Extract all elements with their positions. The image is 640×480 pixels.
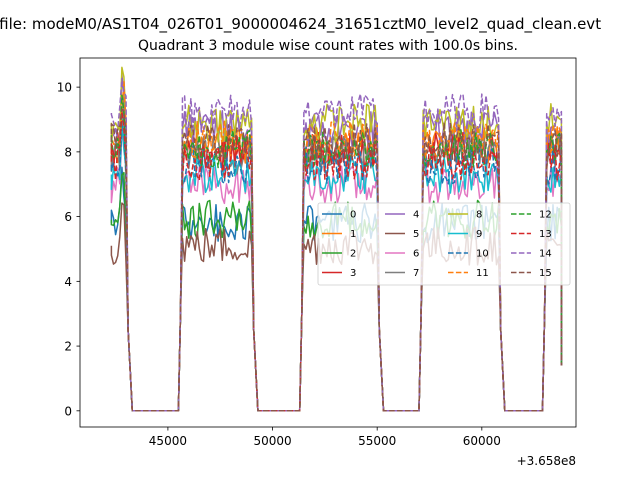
legend-label-4: 4: [413, 210, 419, 221]
legend-label-8: 8: [476, 210, 482, 221]
legend-label-15: 15: [539, 268, 552, 279]
legend-label-0: 0: [350, 210, 356, 221]
y-tick-label: 4: [64, 275, 72, 289]
figure-suptitle: Data from file: modeM0/AS1T04_026T01_900…: [0, 15, 601, 34]
legend-label-1: 1: [350, 229, 356, 240]
series-line-14: [110, 78, 563, 412]
legend-label-5: 5: [413, 229, 419, 240]
x-tick-label: 60000: [463, 434, 501, 448]
y-tick-label: 2: [64, 340, 72, 354]
series-line-12: [110, 94, 563, 412]
x-offset-label: +3.658e8: [517, 454, 576, 468]
legend-label-11: 11: [476, 268, 489, 279]
y-tick-label: 0: [64, 404, 72, 418]
legend-label-9: 9: [476, 229, 482, 240]
legend-label-10: 10: [476, 249, 489, 260]
x-tick-label: 45000: [149, 434, 187, 448]
chart-title: Quadrant 3 module wise count rates with …: [138, 38, 518, 54]
series-line-9: [110, 117, 563, 412]
y-tick-label: 6: [64, 210, 72, 224]
legend-label-13: 13: [539, 229, 552, 240]
series-line-11: [110, 80, 563, 412]
y-tick-label: 8: [64, 145, 72, 159]
legend-label-3: 3: [350, 268, 356, 279]
series-line-15: [110, 108, 563, 412]
legend-label-6: 6: [413, 249, 419, 260]
legend-box: [317, 202, 571, 286]
legend-label-12: 12: [539, 210, 552, 221]
axes-frame: [79, 57, 577, 428]
legend-label-7: 7: [413, 268, 419, 279]
x-tick-label: 55000: [358, 434, 396, 448]
x-tick-label: 50000: [253, 434, 291, 448]
legend-label-14: 14: [539, 249, 552, 260]
y-tick-label: 10: [57, 81, 72, 95]
legend-label-2: 2: [350, 249, 356, 260]
